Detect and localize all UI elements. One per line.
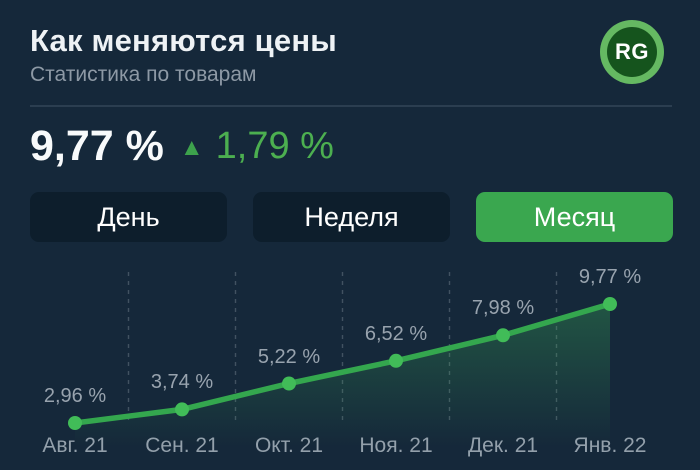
total-change-value: 9,77 % [30, 121, 164, 170]
data-point-marker [175, 402, 189, 417]
page-subtitle: Статистика по товарам [30, 63, 257, 86]
rg-logo-text: RG [607, 27, 657, 77]
tab-month[interactable]: Месяц [476, 192, 673, 242]
x-axis-label: Дек. 21 [467, 434, 539, 457]
header-divider [30, 105, 672, 107]
point-value-label: 9,77 % [578, 266, 642, 288]
rg-logo: RG [600, 20, 664, 84]
price-chart-canvas [68, 272, 617, 445]
x-axis-label: Ноя. 21 [359, 434, 433, 457]
point-value-label: 3,74 % [150, 371, 214, 394]
point-value-label: 6,52 % [364, 322, 428, 345]
data-point-marker [68, 416, 82, 430]
point-value-label: 7,98 % [471, 297, 535, 320]
up-triangle-icon: ▲ [179, 134, 204, 161]
data-point-marker [389, 353, 403, 368]
period-tabs: День Неделя Месяц [30, 192, 673, 242]
data-point-marker [282, 376, 296, 391]
tab-day[interactable]: День [30, 192, 227, 242]
price-line [72, 301, 613, 426]
x-axis-label: Сен. 21 [145, 434, 219, 457]
data-point-marker [496, 328, 510, 343]
tab-week[interactable]: Неделя [253, 192, 450, 242]
delta-change-value: 1,79 % [215, 124, 334, 167]
point-value-label: 2,96 % [43, 385, 107, 407]
data-point-marker [603, 297, 617, 311]
page-title: Как меняются цены [30, 23, 337, 58]
summary-row: 9,77 % ▲ 1,79 % [30, 122, 334, 170]
price-chart: 2,96 % Авг. 21 3,74 % Сен. 21 5,22 % Окт. 21 6… [0, 255, 700, 470]
x-axis-label: Авг. 21 [42, 434, 108, 457]
x-axis-label: Окт. 21 [254, 434, 324, 457]
point-value-label: 5,22 % [257, 345, 321, 368]
x-axis-label: Янв. 22 [573, 434, 647, 457]
